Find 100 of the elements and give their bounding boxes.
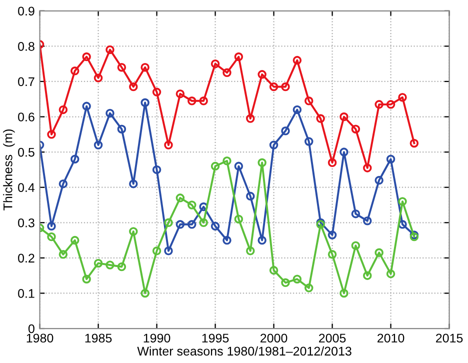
point [398, 197, 407, 206]
y-tick-label: 0 [28, 324, 34, 334]
point [188, 200, 196, 210]
point [47, 232, 56, 242]
x-tick-label: 1980 [26, 334, 54, 343]
point [106, 45, 114, 54]
point [58, 105, 68, 114]
point [117, 62, 126, 72]
point [94, 258, 103, 268]
point [281, 126, 290, 136]
point [129, 82, 138, 92]
point [70, 236, 80, 245]
y-tick-label: 0.4 [18, 183, 35, 192]
point [47, 222, 56, 231]
point [258, 70, 266, 79]
point [304, 284, 314, 292]
point [386, 269, 396, 278]
point [304, 137, 314, 146]
point [176, 194, 185, 202]
point [106, 260, 114, 270]
point [246, 192, 255, 201]
x-tick-label: 2005 [319, 334, 346, 343]
point [340, 148, 348, 156]
point [176, 220, 185, 229]
point [129, 179, 138, 188]
point [152, 88, 162, 96]
point [328, 230, 337, 240]
y-tick-label: 0.8 [18, 42, 34, 51]
point [269, 266, 278, 275]
point [316, 114, 325, 123]
point [281, 278, 290, 288]
point [117, 262, 126, 272]
point [398, 92, 407, 102]
point [292, 274, 302, 284]
point [117, 124, 126, 134]
point [152, 246, 162, 256]
x-tick-label: 2015 [436, 334, 463, 343]
y-tick-label: 0.7 [18, 77, 34, 86]
point [164, 218, 173, 228]
y-tick-label: 0.5 [18, 148, 34, 157]
y-tick-label: 0.3 [18, 218, 34, 228]
point [269, 82, 278, 92]
point [129, 227, 138, 236]
point [340, 288, 348, 298]
point [363, 271, 372, 280]
point [246, 114, 255, 123]
x-tick-label: 1995 [202, 334, 229, 343]
point [140, 288, 150, 298]
point [410, 138, 419, 148]
point [246, 246, 255, 256]
point [70, 66, 80, 76]
point [222, 236, 232, 245]
point [234, 52, 244, 62]
y-tick-label: 0.2 [18, 254, 34, 263]
point [176, 89, 185, 98]
point [199, 218, 208, 228]
point [210, 162, 220, 171]
point [398, 220, 407, 229]
point [188, 220, 196, 229]
point [269, 140, 278, 150]
point [351, 124, 360, 134]
point [199, 96, 208, 106]
point [281, 82, 290, 92]
point [82, 52, 91, 62]
point [340, 112, 348, 122]
point [351, 209, 360, 218]
point [234, 214, 244, 224]
point [292, 105, 302, 114]
y-tick-label: 0.1 [18, 289, 34, 298]
point [304, 96, 314, 106]
point [82, 102, 91, 111]
point [328, 250, 337, 259]
point [210, 222, 220, 231]
point [222, 156, 232, 166]
point [374, 100, 384, 109]
point [258, 236, 266, 245]
point [140, 62, 150, 72]
point [386, 154, 396, 164]
x-axis-title: Winter seasons 1980/1981–2012/2013 [137, 346, 352, 356]
point [386, 100, 396, 109]
x-tick-label: 1990 [144, 334, 170, 343]
x-tick-label: 1985 [85, 334, 112, 343]
point [106, 108, 114, 118]
x-tick-label: 2000 [260, 334, 288, 343]
point [70, 154, 80, 164]
point [94, 140, 103, 150]
point [58, 179, 68, 188]
point [363, 164, 372, 172]
point [94, 74, 103, 82]
point [82, 274, 91, 284]
point [292, 56, 302, 65]
point [328, 158, 337, 168]
point [58, 250, 68, 259]
point [199, 202, 208, 212]
y-axis-title: Thickness (m) [3, 130, 15, 210]
point [258, 158, 266, 168]
point [152, 165, 162, 174]
y-tick-label: 0.9 [18, 6, 34, 16]
point [222, 68, 232, 78]
point [164, 246, 173, 256]
